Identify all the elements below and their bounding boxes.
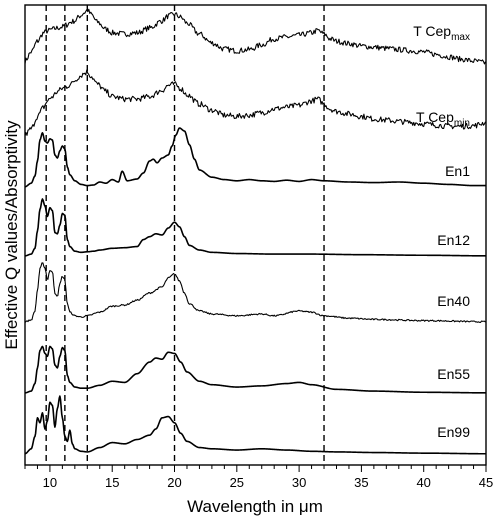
- series-line: [24, 262, 486, 324]
- series-label: En40: [437, 293, 470, 309]
- y-axis-title: Effective Q values/Absorptivity: [2, 120, 21, 350]
- series-line: [24, 345, 487, 394]
- series-label: En55: [437, 366, 470, 382]
- series-line: [24, 127, 487, 188]
- x-tick-label: 30: [292, 475, 306, 490]
- x-tick-label: 10: [43, 475, 57, 490]
- x-tick-label: 25: [230, 475, 244, 490]
- series-line: [24, 198, 487, 257]
- plot-frame: [24, 4, 487, 466]
- x-tick-label: 35: [354, 475, 368, 490]
- series-label: En99: [437, 424, 470, 440]
- x-tick-label: 40: [416, 475, 430, 490]
- x-axis-ticks: 10 15 20 25 30 35 40 45: [24, 465, 493, 490]
- x-tick-label: 45: [479, 475, 493, 490]
- series-label: En1: [445, 163, 470, 179]
- series-label: En12: [437, 232, 470, 248]
- x-tick-label: 15: [105, 475, 119, 490]
- x-tick-label: 20: [167, 475, 181, 490]
- series-line: [24, 69, 486, 137]
- series-label: T Cepmin: [416, 109, 470, 129]
- curve-labels: T Cepmax T Cepmin En1 En12 En40 En55 En99: [413, 23, 470, 440]
- series-line: [24, 8, 487, 65]
- x-axis-title: Wavelength in μm: [187, 497, 323, 516]
- series-line: [24, 395, 487, 455]
- series-label: T Cepmax: [413, 23, 470, 43]
- spectra-curves: [24, 8, 487, 455]
